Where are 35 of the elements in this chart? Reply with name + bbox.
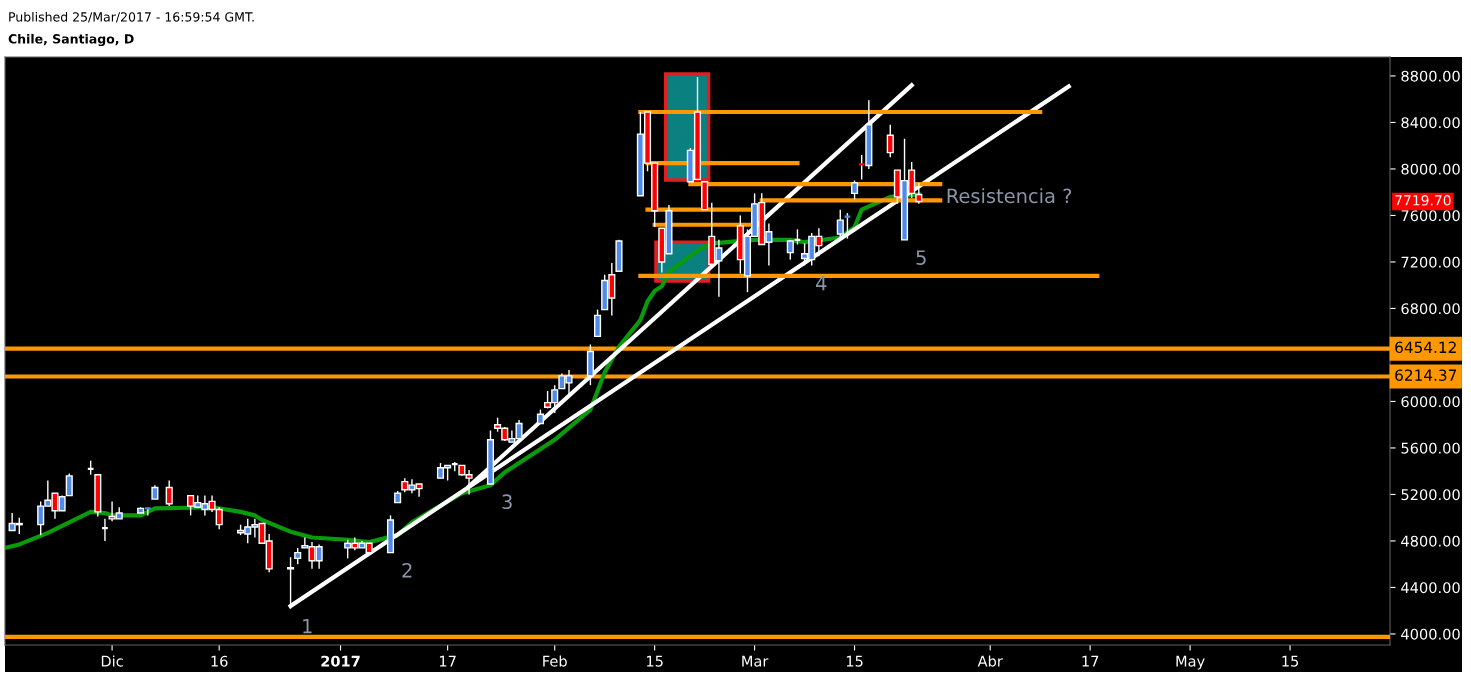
y-tick-label: 4400.00 (1401, 582, 1460, 594)
x-tick-label: Feb (543, 655, 567, 667)
ref-line-label: 6454.12 (1395, 341, 1456, 354)
x-tick-label: 2017 (321, 655, 360, 667)
y-tick-label: 8800.00 (1401, 70, 1460, 82)
y-tick-label: 4000.00 (1401, 628, 1460, 640)
chart-title: Chile, Santiago, D (8, 33, 134, 47)
x-tick-label: 17 (439, 655, 456, 667)
annotation: 3 (502, 494, 512, 510)
x-tick-label: May (1176, 655, 1205, 670)
x-tick-label: 15 (846, 655, 863, 667)
y-tick-label: 8000.00 (1401, 163, 1460, 175)
y-tick-label: 5200.00 (1401, 489, 1460, 501)
y-tick-label: 6800.00 (1401, 303, 1460, 315)
x-tick-label: Abr (977, 655, 1003, 667)
x-tick-label: 15 (1282, 655, 1299, 667)
annotation: Resistencia ? (947, 188, 1072, 204)
ref-line-label: 6214.37 (1395, 369, 1457, 381)
y-tick-label: 5600.00 (1401, 442, 1460, 454)
y-tick-label: 6000.00 (1401, 396, 1460, 408)
x-tick-label: 17 (1082, 655, 1099, 667)
x-tick-label: Dic (101, 655, 123, 667)
y-tick-label: 7200.00 (1401, 256, 1460, 268)
text: Published 25/Mar/2017 - 16:59:54 GMT. (9, 11, 254, 23)
y-tick-label: 8400.00 (1401, 117, 1460, 129)
annotation: 4 (816, 276, 827, 291)
x-tick-label: 16 (211, 655, 228, 667)
y-tick-label: 7600.00 (1401, 210, 1460, 222)
annotation: 1 (303, 619, 312, 634)
x-tick-label: Mar (742, 655, 769, 667)
annotation: 5 (916, 250, 926, 265)
x-tick-label: 15 (646, 655, 663, 667)
y-tick-label: 4800.00 (1401, 535, 1460, 547)
annotation: 2 (402, 562, 412, 578)
text: 7719.70 (1395, 195, 1451, 206)
